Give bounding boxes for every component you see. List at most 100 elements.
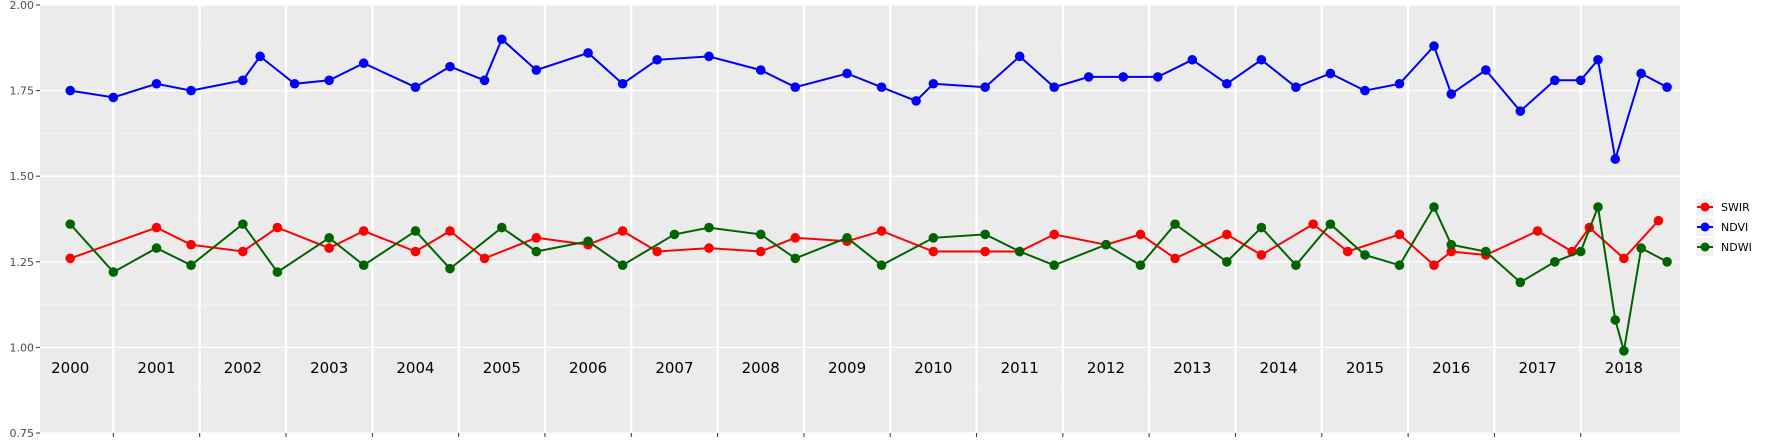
data-point-ndwi — [669, 229, 680, 240]
data-point-swir — [272, 222, 283, 233]
data-point-swir — [1222, 229, 1232, 240]
data-point-swir — [876, 226, 887, 236]
data-point-ndvi — [928, 78, 939, 89]
data-point-ndvi — [1256, 54, 1267, 65]
data-point-ndwi — [755, 229, 766, 240]
data-point-ndwi — [842, 233, 852, 243]
data-point-ndwi — [1619, 346, 1629, 356]
data-point-ndwi — [617, 260, 628, 271]
data-point-ndwi — [358, 260, 369, 271]
data-point-ndvi — [1515, 106, 1526, 116]
data-point-ndwi — [876, 260, 887, 271]
data-point-swir — [151, 222, 162, 233]
data-point-swir — [1653, 215, 1664, 226]
legend-key-point — [1700, 202, 1710, 212]
data-point-ndwi — [704, 222, 714, 233]
data-point-swir — [65, 253, 76, 264]
data-point-swir — [1394, 229, 1405, 240]
data-point-ndwi — [980, 229, 990, 240]
data-point-ndwi — [1135, 260, 1146, 271]
data-point-ndwi — [1480, 246, 1491, 257]
data-point-ndvi — [980, 82, 990, 92]
data-point-ndvi — [1429, 41, 1439, 51]
data-point-ndwi — [1610, 315, 1621, 325]
data-point-ndvi — [1610, 154, 1621, 164]
data-point-swir — [1308, 219, 1318, 229]
data-point-ndvi — [1118, 72, 1129, 82]
y-tick-label: 0.75 — [10, 427, 35, 440]
data-point-ndvi — [617, 78, 628, 89]
data-point-swir — [652, 246, 662, 257]
series-line-ndwi — [69, 203, 1668, 352]
y-tick-label: 2.00 — [10, 0, 35, 12]
data-point-ndwi — [1101, 239, 1111, 250]
year-label: 2005 — [483, 359, 521, 377]
data-point-ndvi — [1394, 78, 1405, 89]
year-label: 2002 — [224, 359, 262, 377]
data-point-ndvi — [410, 82, 421, 92]
data-point-swir — [617, 226, 628, 236]
legend-key-point — [1700, 222, 1710, 232]
data-point-ndwi — [324, 233, 334, 243]
data-point-ndwi — [583, 236, 593, 247]
legend-label: NDWI — [1721, 241, 1752, 254]
y-tick-label: 1.75 — [10, 85, 35, 98]
legend-label: NDVI — [1721, 221, 1748, 234]
year-label: 2004 — [396, 359, 434, 377]
data-point-ndvi — [1550, 75, 1560, 86]
data-point-ndvi — [1049, 82, 1060, 92]
data-point-ndvi — [1222, 78, 1232, 89]
data-point-ndwi — [108, 267, 119, 277]
year-label: 2008 — [742, 359, 780, 377]
year-label: 2013 — [1173, 359, 1211, 377]
data-point-ndwi — [928, 233, 939, 243]
legend-label: SWIR — [1721, 201, 1750, 214]
data-point-ndvi — [790, 82, 801, 92]
year-label: 2018 — [1605, 359, 1643, 377]
y-tick-label: 1.00 — [10, 341, 35, 354]
data-point-swir — [704, 243, 714, 253]
data-point-ndwi — [238, 219, 248, 229]
data-point-swir — [1170, 253, 1180, 264]
data-point-ndwi — [1429, 202, 1439, 212]
data-point-ndwi — [1360, 250, 1370, 260]
data-point-ndwi — [1291, 260, 1301, 271]
data-point-ndvi — [1325, 68, 1336, 79]
data-point-ndvi — [1291, 82, 1301, 92]
data-point-swir — [790, 233, 801, 243]
data-point-ndwi — [1550, 257, 1560, 267]
data-point-swir — [186, 239, 196, 250]
data-point-swir — [1446, 246, 1457, 257]
legend-key-point — [1700, 242, 1710, 252]
legend: SWIR NDVI NDWI — [1696, 198, 1752, 256]
y-tick-label: 1.50 — [10, 170, 35, 183]
data-point-swir — [445, 226, 455, 236]
data-point-ndvi — [531, 65, 542, 75]
data-point-swir — [1429, 260, 1439, 271]
data-point-ndvi — [1152, 72, 1163, 82]
data-point-ndvi — [842, 68, 852, 79]
data-point-ndwi — [790, 253, 801, 264]
data-point-ndvi — [255, 51, 265, 62]
data-point-ndvi — [1636, 68, 1646, 79]
year-label: 2003 — [310, 359, 348, 377]
data-point-ndwi — [186, 260, 196, 271]
data-point-ndwi — [1256, 222, 1267, 233]
data-point-ndvi — [1662, 82, 1672, 92]
data-point-swir — [928, 246, 939, 257]
data-point-swir — [1342, 246, 1353, 257]
year-label: 2007 — [655, 359, 693, 377]
year-label: 2014 — [1260, 359, 1298, 377]
data-point-ndwi — [1662, 257, 1672, 267]
data-point-ndvi — [652, 54, 662, 65]
data-point-swir — [1135, 229, 1146, 240]
data-point-ndvi — [496, 34, 507, 45]
data-point-swir — [1256, 250, 1267, 260]
data-point-ndvi — [1187, 54, 1198, 65]
data-point-ndvi — [289, 78, 300, 89]
data-point-ndvi — [151, 78, 162, 89]
data-point-ndvi — [324, 75, 334, 86]
data-point-ndwi — [1394, 260, 1405, 271]
data-point-ndwi — [65, 219, 76, 229]
data-point-ndvi — [1083, 72, 1094, 82]
